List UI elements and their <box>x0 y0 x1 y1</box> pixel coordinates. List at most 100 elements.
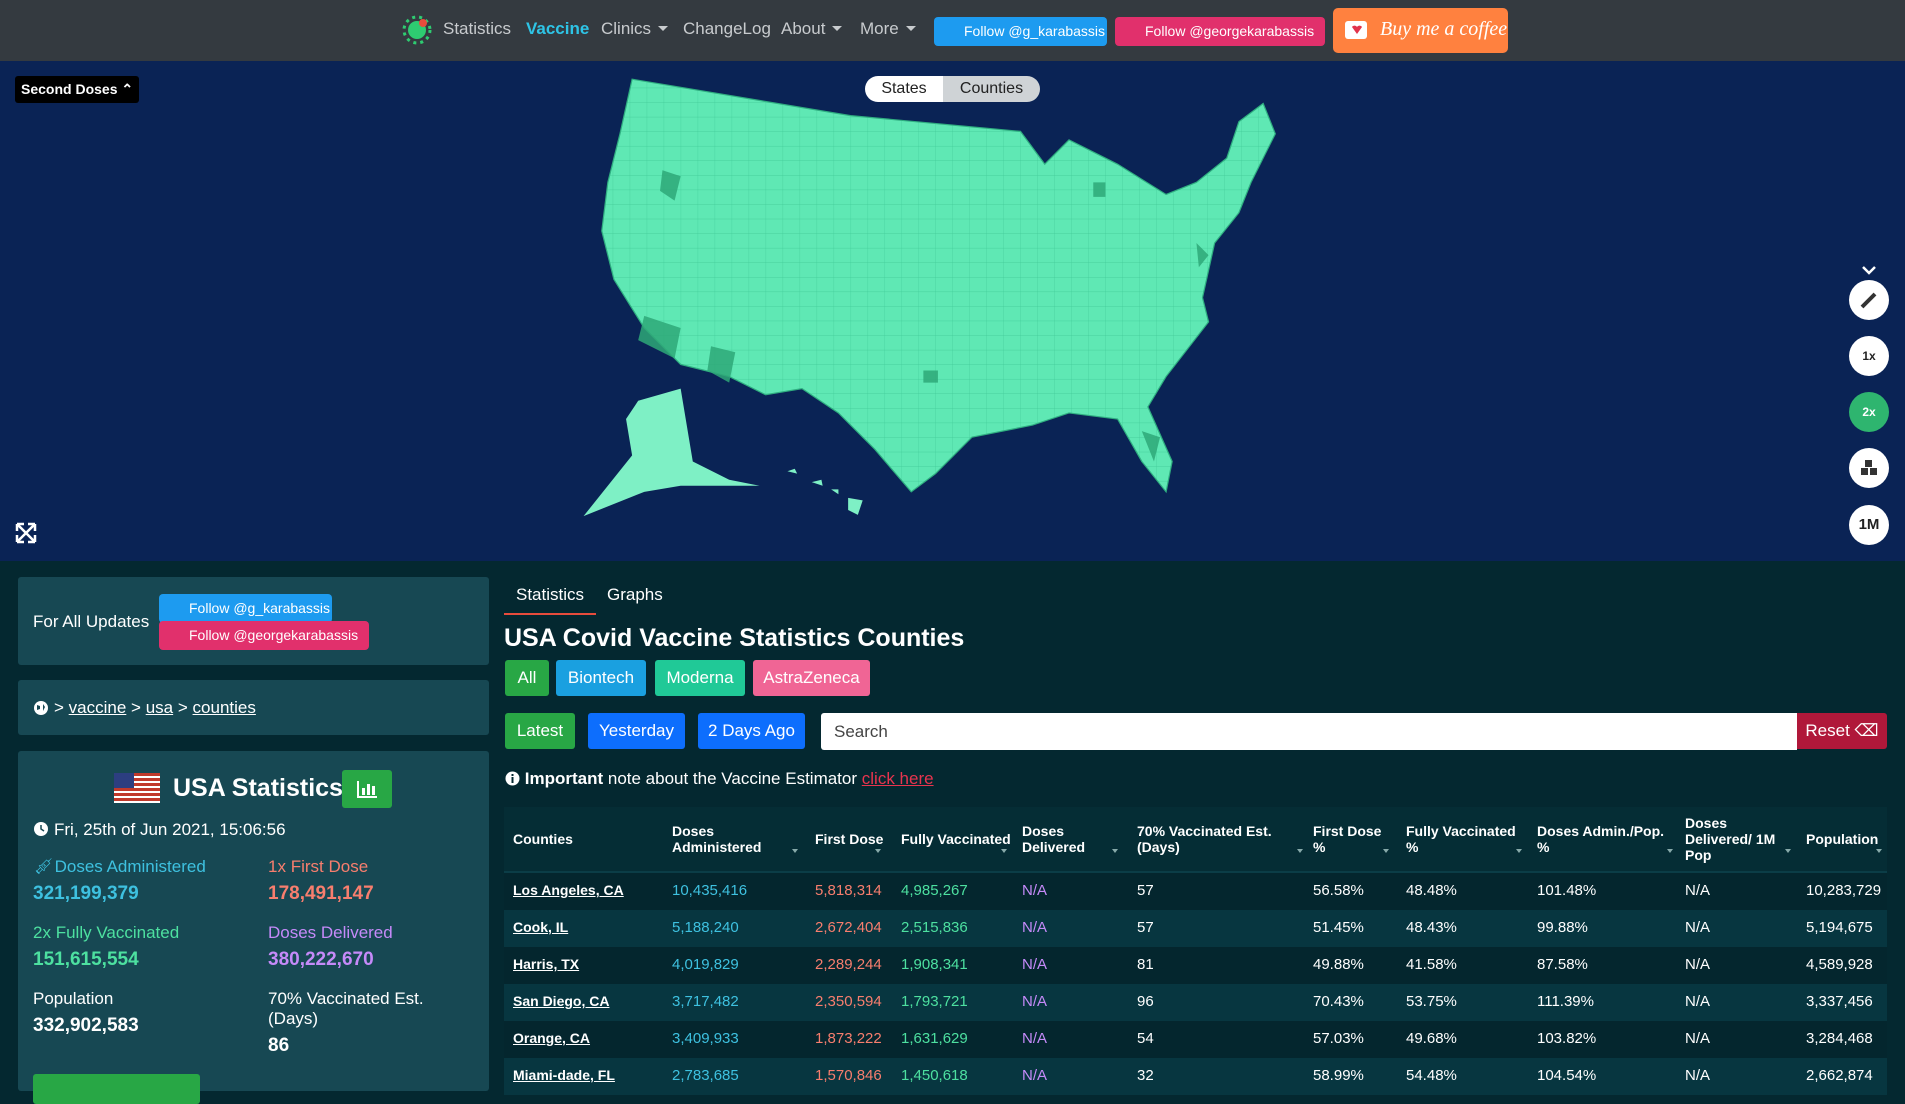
page-heading: USA Covid Vaccine Statistics Counties <box>504 624 965 652</box>
toggle-states[interactable]: States <box>865 76 943 102</box>
stat-label: 💉︎Doses Administered <box>33 857 206 876</box>
table-cell: 70.43% <box>1313 993 1364 1010</box>
label: Doses Administered <box>54 857 206 876</box>
breadcrumb-link[interactable]: usa <box>145 698 174 717</box>
filter-button[interactable]: All <box>505 660 549 696</box>
table-cell: N/A <box>1022 956 1048 973</box>
table-cell: 4,985,267 <box>901 882 968 899</box>
day-button[interactable]: Latest <box>505 713 575 749</box>
table-cell: 41.58% <box>1406 956 1457 973</box>
info-icon <box>505 771 520 786</box>
chart-button[interactable] <box>342 770 392 808</box>
nav-dropdown[interactable]: More <box>860 19 916 39</box>
county-link[interactable]: San Diego, CA <box>513 993 610 1009</box>
filter-button[interactable]: AstraZeneca <box>753 660 870 696</box>
column-header[interactable]: First Dose % <box>1313 823 1382 855</box>
stats-title: USA Statistics <box>173 774 343 802</box>
data-table: Counties Doses Administered First Dose Full… <box>504 807 1887 1095</box>
table-cell: 10,283,729 <box>1806 882 1882 899</box>
updates-label: For All Updates <box>33 612 150 631</box>
day-button[interactable]: 2 Days Ago <box>698 713 805 749</box>
county-link[interactable]: Miami-dade, FL <box>513 1067 615 1083</box>
logo[interactable] <box>402 15 432 45</box>
county-link[interactable]: Cook, IL <box>513 919 569 935</box>
twitter-button[interactable]: Follow @g_karabassis <box>159 594 332 623</box>
table-cell: 5,194,675 <box>1806 919 1873 936</box>
table-cell: 49.88% <box>1313 956 1364 973</box>
column-header[interactable]: Doses Admin./Pop. % <box>1537 823 1665 855</box>
reset-button[interactable]: Reset ⌫ <box>1797 713 1887 749</box>
column-header[interactable]: Counties <box>513 831 573 847</box>
table-cell: 1,570,846 <box>815 1067 882 1084</box>
sort-icon <box>1876 849 1882 859</box>
us-map[interactable] <box>0 61 1905 561</box>
instagram-button[interactable]: Follow @georgekarabassis <box>1115 17 1325 46</box>
syringe-icon <box>1860 292 1877 309</box>
doses-button[interactable] <box>1849 280 1889 320</box>
note-strong: Important <box>524 769 604 788</box>
label: Follow @georgekarabassis <box>1145 23 1315 39</box>
column-header[interactable]: Doses Delivered <box>1022 823 1086 855</box>
table-cell: 48.48% <box>1406 882 1457 899</box>
nav-dropdown[interactable]: About <box>781 19 842 39</box>
first-dose-button[interactable]: 1x <box>1849 336 1889 376</box>
tab[interactable]: Graphs <box>607 585 663 604</box>
table-cell: N/A <box>1685 993 1711 1010</box>
layer-dropdown[interactable]: Second Doses ⌃ <box>15 76 140 103</box>
label: Follow @georgekarabassis <box>189 627 359 643</box>
column-header[interactable]: Population <box>1806 831 1879 847</box>
table-cell: N/A <box>1685 956 1711 973</box>
label: Population <box>33 989 114 1008</box>
label: 1M <box>1858 516 1880 533</box>
search-input[interactable]: Search <box>821 713 1797 750</box>
second-dose-button[interactable]: 2x <box>1849 392 1889 432</box>
coffee-button[interactable]: Buy me a coffee <box>1333 8 1508 53</box>
sort-icon <box>1667 849 1673 859</box>
column-header[interactable]: 70% Vaccinated Est. (Days) <box>1137 823 1272 855</box>
filter-button[interactable]: Moderna <box>655 660 745 696</box>
table-cell: 3,337,456 <box>1806 993 1873 1010</box>
sort-icon <box>1297 849 1303 859</box>
nav-dropdown[interactable]: Clinics <box>601 19 668 39</box>
breadcrumb-link[interactable]: vaccine <box>68 698 127 717</box>
table-cell: 87.58% <box>1537 956 1588 973</box>
table-cell: 103.82% <box>1537 1030 1597 1047</box>
instagram-button[interactable]: Follow @georgekarabassis <box>159 621 369 650</box>
label: 2x <box>1862 405 1876 419</box>
toggle-counties[interactable]: Counties <box>943 76 1040 102</box>
fullscreen-icon[interactable] <box>14 521 38 545</box>
breadcrumb-link[interactable]: counties <box>192 698 256 717</box>
county-link[interactable]: Orange, CA <box>513 1030 591 1046</box>
column-header[interactable]: Fully Vaccinated % <box>1406 823 1516 855</box>
sort-icon <box>1112 849 1118 859</box>
collapse-chevron[interactable] <box>1859 263 1879 277</box>
table-cell: 51.45% <box>1313 919 1364 936</box>
table-cell: 2,783,685 <box>672 1067 739 1084</box>
stat-label: Doses Delivered <box>268 923 393 943</box>
per-million-button[interactable]: 1M <box>1849 505 1889 545</box>
nav-link[interactable]: ChangeLog <box>683 19 771 38</box>
column-header[interactable]: Fully Vaccinated <box>901 831 1011 847</box>
table-cell: 57 <box>1137 919 1154 936</box>
sort-icon <box>1001 849 1007 859</box>
label: Second Doses <box>21 81 118 97</box>
table-cell: N/A <box>1685 1030 1711 1047</box>
column-header[interactable]: Doses Administered <box>672 823 762 855</box>
table-cell: 101.48% <box>1537 882 1597 899</box>
action-button[interactable] <box>33 1074 200 1104</box>
separator: > <box>177 698 188 717</box>
separator: > <box>54 698 64 717</box>
column-header[interactable]: Doses Delivered/ 1M Pop <box>1685 815 1776 863</box>
county-link[interactable]: Harris, TX <box>513 956 580 972</box>
delivered-button[interactable] <box>1849 448 1889 488</box>
day-button[interactable]: Yesterday <box>588 713 685 749</box>
county-link[interactable]: Los Angeles, CA <box>513 882 624 898</box>
twitter-button[interactable]: Follow @g_karabassis <box>934 17 1107 46</box>
table-row <box>504 947 1887 984</box>
nav-link[interactable]: Vaccine <box>526 19 590 38</box>
note-link[interactable]: click here <box>861 769 934 788</box>
tab-active[interactable]: Statistics <box>516 585 585 604</box>
nav-link[interactable]: Statistics <box>443 19 512 38</box>
column-header[interactable]: First Dose <box>815 831 884 847</box>
filter-button[interactable]: Biontech <box>556 660 646 696</box>
